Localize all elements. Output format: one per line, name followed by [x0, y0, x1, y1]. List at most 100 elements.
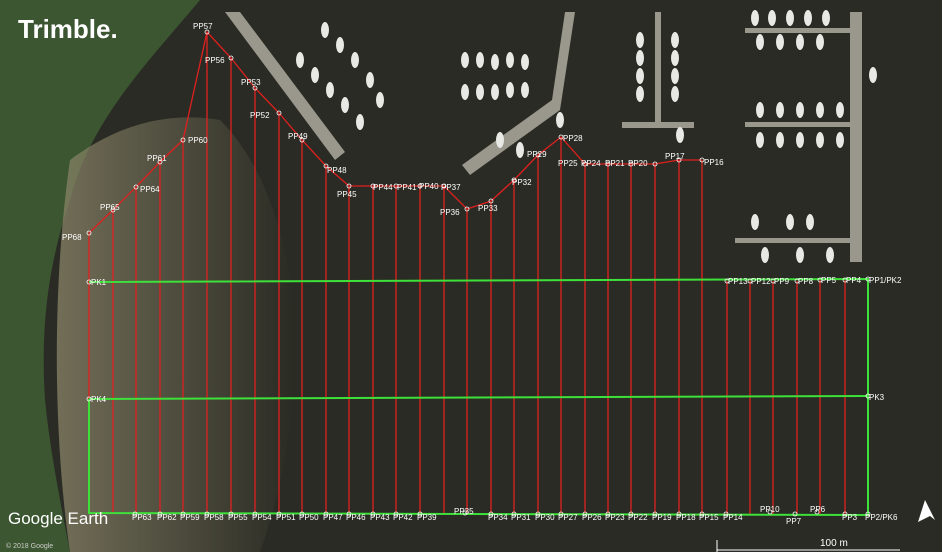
boat [521, 54, 529, 70]
point-label: PP59 [180, 513, 200, 522]
boat [804, 10, 812, 26]
point-label: PP45 [337, 190, 357, 199]
boat [326, 82, 334, 98]
point-label: PK3 [869, 393, 885, 402]
boat [321, 22, 329, 38]
point-label: PP47 [323, 513, 343, 522]
point-label: PP31 [511, 513, 531, 522]
point-label: PP41 [397, 183, 417, 192]
point-label: PP16 [704, 158, 724, 167]
boat [776, 34, 784, 50]
point-label: PP48 [327, 166, 347, 175]
boat [816, 132, 824, 148]
boat [836, 132, 844, 148]
point-label: PP43 [370, 513, 390, 522]
page: {"logo": "Trimble.", "watermark": "Googl… [0, 0, 942, 552]
boat [341, 97, 349, 113]
boat [796, 132, 804, 148]
boat [796, 247, 804, 263]
boat [816, 102, 824, 118]
point-label: PP26 [582, 513, 602, 522]
point-label: PP40 [419, 182, 439, 191]
boat [756, 34, 764, 50]
pier [745, 28, 855, 33]
boat [776, 102, 784, 118]
point-label: PP63 [132, 513, 152, 522]
boat [761, 247, 769, 263]
point-label: PP36 [440, 208, 460, 217]
boat [336, 37, 344, 53]
boat [776, 132, 784, 148]
point-label: PP61 [147, 154, 167, 163]
point-label: PP44 [373, 183, 393, 192]
point-label: PK4 [91, 395, 107, 404]
point-label: PP18 [676, 513, 696, 522]
point-label: PP32 [512, 178, 532, 187]
boat [786, 214, 794, 230]
scale-label: 100 m [820, 538, 848, 549]
boat [491, 54, 499, 70]
boat [806, 214, 814, 230]
boat [636, 32, 644, 48]
boat [491, 84, 499, 100]
boat [366, 72, 374, 88]
point-label: PP54 [252, 513, 272, 522]
point-label: PP62 [157, 513, 177, 522]
point-label: PK1 [91, 278, 107, 287]
boat [636, 86, 644, 102]
point-label: PP29 [527, 150, 547, 159]
point-label: PP21 [605, 159, 625, 168]
copyright: © 2018 Google [6, 542, 53, 550]
point-label: PP19 [652, 513, 672, 522]
shallow-water [57, 117, 295, 552]
point-label: PP39 [417, 513, 437, 522]
boat [671, 86, 679, 102]
point-label: PP23 [605, 513, 625, 522]
boat [461, 52, 469, 68]
boat [516, 142, 524, 158]
pier [745, 122, 855, 127]
boat [376, 92, 384, 108]
boat [476, 84, 484, 100]
pier [850, 12, 862, 262]
boat [826, 247, 834, 263]
point-label: PP64 [140, 185, 160, 194]
point-label: PP1/PK2 [869, 276, 902, 285]
point-label: PP55 [228, 513, 248, 522]
point-label: PP9 [774, 277, 790, 286]
boat [756, 102, 764, 118]
point-label: PP35 [454, 507, 474, 516]
point-label: PP4 [846, 276, 862, 285]
point-label: PP51 [276, 513, 296, 522]
point-label: PP7 [786, 517, 802, 526]
boat [768, 10, 776, 26]
boat [756, 132, 764, 148]
boat [671, 50, 679, 66]
point-label: PP17 [665, 152, 685, 161]
point-label: PP22 [628, 513, 648, 522]
boat [786, 10, 794, 26]
watermark: Google Earth [8, 509, 108, 528]
point-label: PP37 [441, 183, 461, 192]
point-label: PP34 [488, 513, 508, 522]
boat [676, 127, 684, 143]
boat [796, 34, 804, 50]
boat [816, 34, 824, 50]
boat [636, 68, 644, 84]
point-label: PP33 [478, 204, 498, 213]
boat [796, 102, 804, 118]
boat [671, 32, 679, 48]
boat [311, 67, 319, 83]
pier [655, 12, 661, 124]
boat [351, 52, 359, 68]
boat [836, 102, 844, 118]
point-label: PP52 [250, 111, 270, 120]
point-label: PP42 [393, 513, 413, 522]
boat [356, 114, 364, 130]
point-label: PP60 [188, 136, 208, 145]
point-label: PP14 [723, 513, 743, 522]
boat [521, 82, 529, 98]
point-label: PP50 [299, 513, 319, 522]
point-label: PP46 [346, 513, 366, 522]
point-label: PP2/PK6 [865, 513, 898, 522]
